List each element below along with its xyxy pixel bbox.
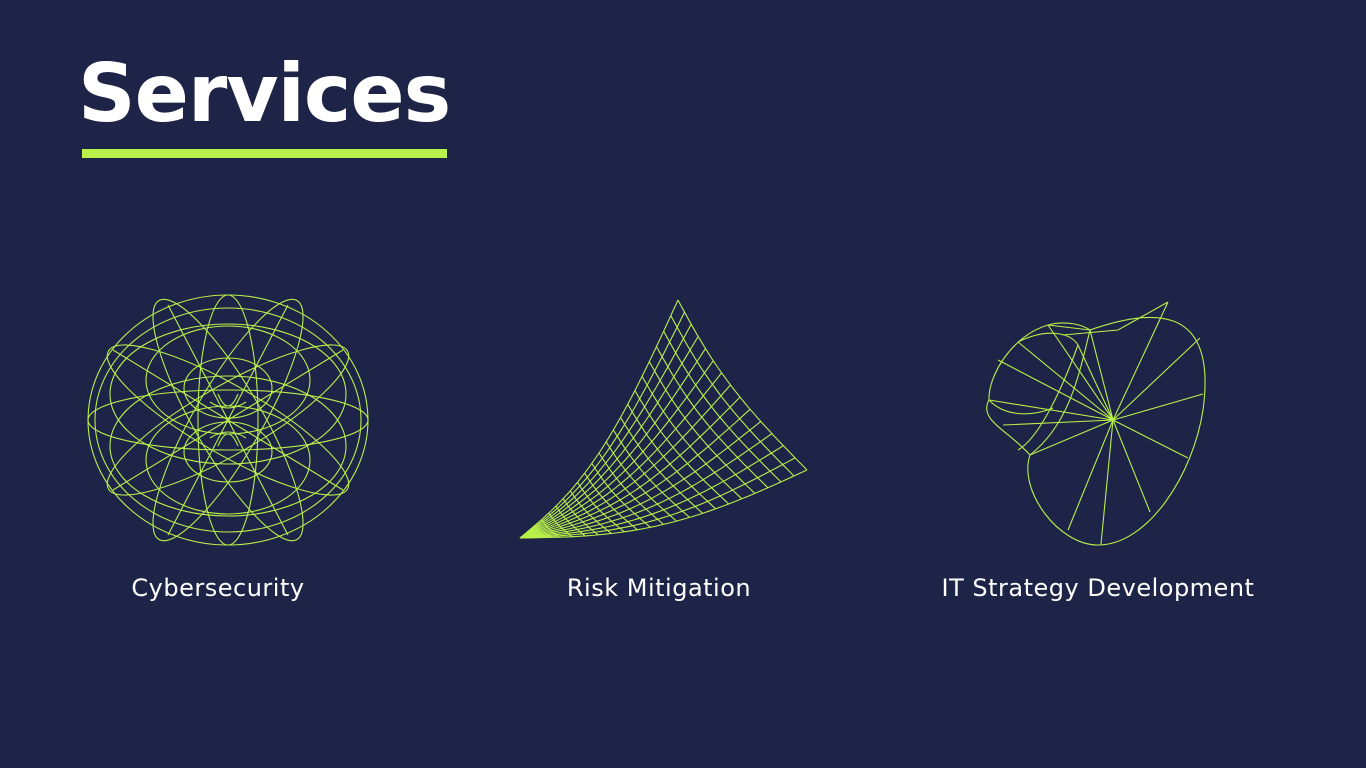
service-label-risk-mitigation: Risk Mitigation — [566, 574, 752, 602]
service-label-cybersecurity: Cybersecurity — [131, 574, 305, 602]
service-card-cybersecurity: Cybersecurity — [38, 290, 398, 620]
service-card-it-strategy-development: IT Strategy Development — [918, 290, 1278, 620]
wireframe-torus-icon — [87, 294, 369, 546]
wireframe-cone-icon — [986, 301, 1206, 546]
page-title: Services — [78, 47, 451, 140]
title-underline — [82, 149, 447, 158]
wireframe-surface-icon — [519, 299, 808, 539]
service-card-risk-mitigation: Risk Mitigation — [479, 290, 839, 620]
service-label-it-strategy-development: IT Strategy Development — [941, 574, 1255, 602]
